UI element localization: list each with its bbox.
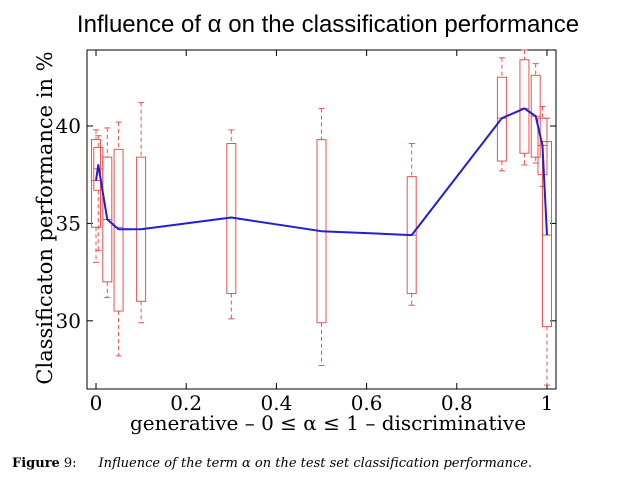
box-plot (93, 135, 104, 252)
x-axis-label: generative – 0 ≤ α ≤ 1 – discriminative (130, 411, 526, 435)
y-axis-label: Classificaton performance in % (33, 51, 57, 384)
caption-label: Figure (12, 456, 60, 471)
chart-title: Influence of α on the classification per… (77, 11, 579, 38)
plot-area: 0 0.2 0.4 0.6 0.8 1 30 35 40 (56, 49, 557, 415)
mean-line (95, 107, 548, 237)
boxplot-chart: Influence of α on the classification per… (33, 11, 579, 435)
box-plot (113, 121, 124, 357)
x-tick-label: 0.8 (441, 391, 473, 415)
y-tick-label: 35 (56, 211, 81, 235)
x-tick-label: 0 (90, 391, 103, 415)
caption-number: 9: (63, 456, 77, 471)
iqr-box (496, 76, 507, 162)
box-plot (519, 49, 530, 166)
box-plot (91, 129, 102, 263)
y-tick-label: 30 (56, 309, 81, 333)
x-tick-label: 0.2 (170, 391, 202, 415)
iqr-box (519, 59, 530, 154)
box-plot (316, 107, 327, 367)
box-plot (102, 127, 113, 298)
box-plot (226, 129, 237, 320)
box-plot (496, 57, 507, 172)
iqr-box (91, 139, 102, 228)
iqr-box (541, 141, 552, 328)
x-tick-label: 1 (541, 391, 554, 415)
figure-caption: Figure 9: Influence of the term α on the t… (12, 456, 612, 471)
x-tick-label: 0.4 (260, 391, 292, 415)
plot-frame (86, 49, 557, 390)
x-tick-label: 0.6 (351, 391, 383, 415)
caption-text: Influence of the term α on the test set … (98, 456, 533, 471)
box-plot (136, 102, 147, 324)
y-tick-label: 40 (56, 114, 81, 138)
box-plot (406, 143, 417, 306)
